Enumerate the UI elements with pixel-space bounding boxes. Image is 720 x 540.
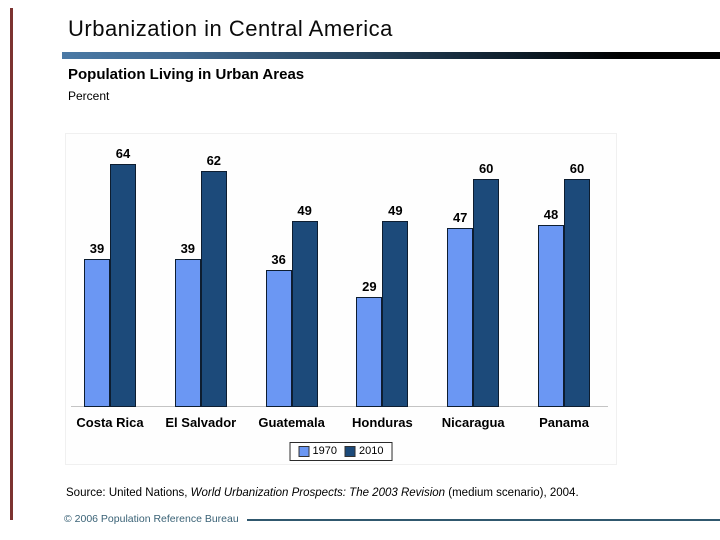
category-label-costa-rica: Costa Rica <box>76 415 144 430</box>
footer-rule-line <box>246 518 720 521</box>
bar-1970-panama <box>538 225 564 407</box>
category-label-nicaragua: Nicaragua <box>441 415 505 430</box>
bar-value-label: 60 <box>478 161 494 176</box>
source-prefix: Source: United Nations, <box>66 487 191 499</box>
bar-1970-costa-rica <box>84 259 110 407</box>
bar-2010-nicaragua <box>473 179 500 407</box>
chart-legend: 1970 2010 <box>289 442 393 461</box>
bar-value-label: 39 <box>89 241 105 256</box>
bar-value-label: 29 <box>362 279 377 294</box>
category-label-honduras: Honduras <box>352 415 413 430</box>
bar-chart: 1970 2010 39 64 Costa Rica 39 62 El Salvador 36… <box>65 133 617 465</box>
bar-value-label: 48 <box>543 207 559 222</box>
chart-title: Population Living in Urban Areas <box>68 66 305 83</box>
bar-value-label: 62 <box>206 153 222 168</box>
legend-item-2010: 2010 <box>345 446 383 457</box>
category-label-guatemala: Guatemala <box>258 415 325 430</box>
source-suffix: (medium scenario), 2004. <box>445 487 579 499</box>
bar-2010-el-salvador <box>200 171 227 407</box>
bar-value-label: 49 <box>388 203 403 218</box>
left-accent-bar <box>10 8 13 520</box>
legend-item-1970: 1970 <box>298 445 337 457</box>
bar-2010-guatemala <box>291 221 318 407</box>
bar-value-label: 64 <box>115 146 131 161</box>
footer: © 2006 Population Reference Bureau <box>64 513 720 525</box>
page-title: Urbanization in Central America <box>68 16 393 41</box>
category-label-el-salvador: El Salvador <box>165 415 237 430</box>
title-divider-gradient <box>62 52 720 59</box>
legend-label: 2010 <box>359 445 384 457</box>
bar-value-label: 39 <box>180 241 196 256</box>
bar-value-label: 60 <box>569 161 585 176</box>
bar-value-label: 47 <box>452 210 468 225</box>
bar-1970-honduras <box>356 297 383 407</box>
bar-value-label: 36 <box>271 252 286 267</box>
legend-label: 1970 <box>312 445 337 457</box>
bar-1970-nicaragua <box>447 228 474 407</box>
source-italic: World Urbanization Prospects: The 2003 R… <box>190 487 446 499</box>
copyright-text: © 2006 Population Reference Bureau <box>64 513 239 525</box>
bar-2010-panama <box>564 179 590 407</box>
x-axis-line <box>71 406 608 407</box>
legend-swatch-1970 <box>298 446 310 457</box>
chart-unit-label: Percent <box>68 89 110 103</box>
legend-swatch-2010 <box>345 446 356 457</box>
bar-2010-costa-rica <box>110 164 136 407</box>
bar-2010-honduras <box>382 221 409 407</box>
category-label-panama: Panama <box>539 415 589 430</box>
bar-1970-guatemala <box>265 270 292 407</box>
bar-1970-el-salvador <box>174 259 201 407</box>
source-note: Source: United Nations, World Urbanizati… <box>66 487 579 499</box>
bar-value-label: 49 <box>297 203 312 218</box>
